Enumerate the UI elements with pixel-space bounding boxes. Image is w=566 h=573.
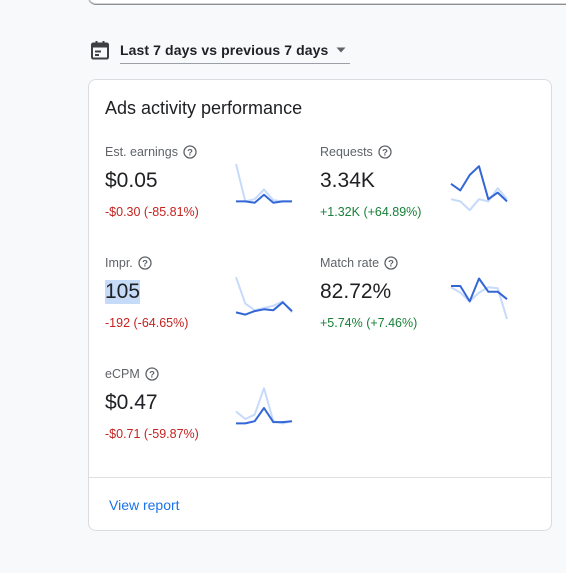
card-title: Ads activity performance xyxy=(105,98,303,118)
current-period-line xyxy=(451,277,508,303)
view-report-link[interactable]: View report xyxy=(109,497,180,513)
metric-label: Requests xyxy=(320,145,373,159)
metric-change: +1.32K (+64.89%) xyxy=(320,205,422,219)
metric-change: -$0.71 (-59.87%) xyxy=(105,427,199,441)
metric-value: 82.72% xyxy=(320,280,392,303)
metric-value: 3.34K xyxy=(320,169,375,192)
sparkline-chart xyxy=(235,387,293,425)
help-icon[interactable]: ? xyxy=(378,145,392,159)
metric-label-wrap: Match rate ? xyxy=(320,256,398,270)
metric-ecpm[interactable]: eCPM ? $0.47 -$0.71 (-59.87%) xyxy=(105,367,305,467)
metric-label: Impr. xyxy=(105,256,133,270)
metric-label: Match rate xyxy=(320,256,380,270)
metric-label: Est. earnings xyxy=(105,145,178,159)
svg-text:?: ? xyxy=(142,258,148,269)
svg-text:?: ? xyxy=(388,258,394,269)
metric-label-wrap: Impr. ? xyxy=(105,256,152,270)
ads-activity-card: Ads activity performance Est. earnings ?… xyxy=(88,79,552,531)
metric-label: eCPM xyxy=(105,367,140,381)
metric-est-earnings[interactable]: Est. earnings ? $0.05 -$0.30 (-85.81%) xyxy=(105,145,305,245)
help-icon[interactable]: ? xyxy=(384,256,398,270)
metric-label-wrap: eCPM ? xyxy=(105,367,159,381)
help-icon[interactable]: ? xyxy=(183,145,197,159)
date-range-row: Last 7 days vs previous 7 days xyxy=(90,36,351,64)
sparkline-chart xyxy=(450,277,508,320)
card-divider xyxy=(89,477,551,478)
metric-value: $0.05 xyxy=(105,169,158,192)
top-panel-edge xyxy=(88,0,566,4)
dropdown-arrow-icon xyxy=(336,47,346,52)
svg-text:?: ? xyxy=(382,147,388,158)
date-range-select[interactable]: Last 7 days vs previous 7 days xyxy=(120,37,351,64)
current-period-line xyxy=(235,301,293,316)
previous-period-line xyxy=(450,286,508,320)
metric-change: +5.74% (+7.46%) xyxy=(320,316,418,330)
sparkline-chart xyxy=(450,165,508,212)
metric-change: -192 (-64.65%) xyxy=(105,316,189,330)
current-period-line xyxy=(450,165,508,203)
previous-period-line xyxy=(235,276,293,314)
previous-period-line xyxy=(235,387,293,425)
calendar-icon xyxy=(91,41,109,60)
metric-requests[interactable]: Requests ? 3.34K +1.32K (+64.89%) xyxy=(320,145,520,245)
metric-value: $0.47 xyxy=(105,391,158,414)
metric-value: 105 xyxy=(105,280,141,304)
sparkline-chart xyxy=(235,276,293,316)
metric-match-rate[interactable]: Match rate ? 82.72% +5.74% (+7.46%) xyxy=(320,256,520,356)
date-range-label: Last 7 days vs previous 7 days xyxy=(120,41,329,58)
svg-text:?: ? xyxy=(149,369,155,380)
sparkline-chart xyxy=(235,163,292,204)
metric-change: -$0.30 (-85.81%) xyxy=(105,205,199,219)
help-icon[interactable]: ? xyxy=(138,256,152,270)
metric-impressions[interactable]: Impr. ? 105 -192 (-64.65%) xyxy=(105,256,305,356)
current-period-line xyxy=(236,193,292,204)
svg-text:?: ? xyxy=(187,147,193,158)
previous-period-line xyxy=(450,187,508,212)
help-icon[interactable]: ? xyxy=(145,367,159,381)
metric-label-wrap: Requests ? xyxy=(320,145,392,159)
current-period-line xyxy=(236,407,293,425)
metric-label-wrap: Est. earnings ? xyxy=(105,145,197,159)
